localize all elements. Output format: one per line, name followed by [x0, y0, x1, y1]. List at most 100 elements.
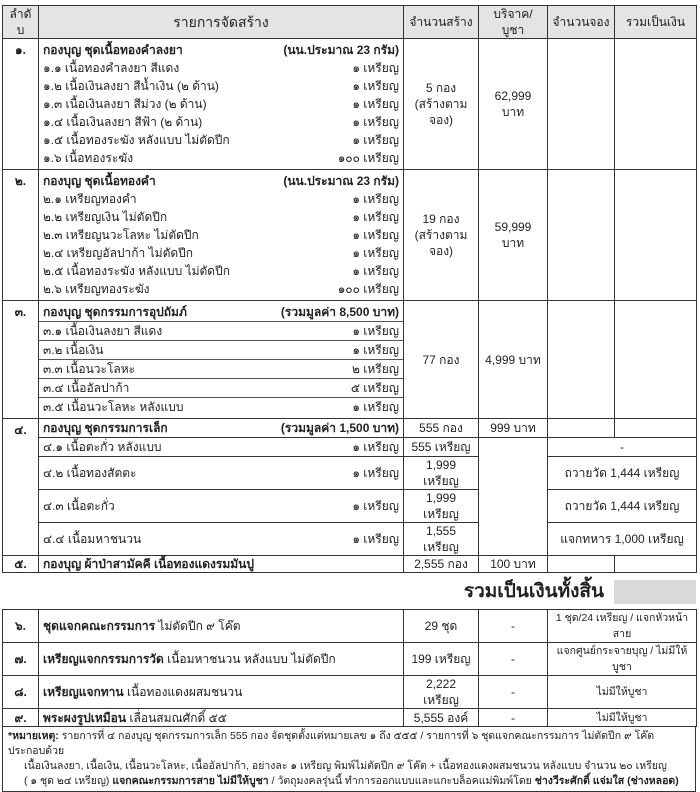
sub-row: ๔.๓ เนื้อตะกั่ว๑ เหรียญ 1,999 เหรียญ ถวา…	[3, 489, 697, 523]
total-cell[interactable]	[614, 38, 697, 170]
row-price: -	[478, 675, 548, 709]
header-reserved: จำนวนจอง	[547, 5, 615, 39]
header-item: รายการจัดสร้าง	[38, 5, 404, 39]
section-title: กองบุญ ชุดกรรมการอุปถัมภ์ (รวมมูลค่า 8,50…	[39, 303, 403, 322]
sub-item: ๒.๕ เนื้อทองระฆัง หลังแบบ ไม่ตัดปีก๑ เหร…	[43, 264, 399, 278]
extra-row: ๘. เหรียญแจกทาน เนื้อทองแดงผสมชนวน 2,222…	[2, 675, 697, 709]
section-no: ๒.	[2, 169, 39, 301]
main-table: ลำดับ รายการจัดสร้าง จำนวนสร้าง บริจาค/บ…	[2, 5, 697, 573]
row-note: 1 ชุด/24 เหรียญ / แจกหัวหน้าสาย	[547, 609, 697, 643]
built-count: 77 กอง	[403, 300, 479, 419]
section-no: ๔.	[2, 418, 39, 556]
section-no: ๓.	[2, 300, 39, 419]
title-text: กองบุญ ชุดกรรมการเล็ก	[43, 421, 168, 435]
footnote-line-1: *หมายเหตุ: รายการที่ ๔ กองบุญ ชุดกรรมการ…	[8, 730, 655, 757]
reserved-cell[interactable]	[547, 300, 615, 419]
section-title: กองบุญ ผ้าป่าสามัคคี เนื้อทองแดงรมมันปู	[38, 555, 404, 573]
footnote-line-2: เนื้อเงินลงยา, เนื้อเงิน, เนื้อนวะโลหะ, …	[24, 760, 667, 772]
header-price: บริจาค/บูชา	[478, 5, 548, 39]
title-note: (รวมมูลค่า 1,500 บาท)	[280, 421, 399, 435]
price: 59,999 บาท	[478, 169, 548, 301]
sub-item: ๑.๑ เนื้อทองคำลงยา สีแดง๑ เหรียญ	[43, 61, 399, 75]
section-items: กองบุญ ชุดเนื้อทองคำลงยา (นน.ประมาณ 23 กร…	[38, 38, 404, 170]
sub-item: ๓.๑ เนื้อเงินลงยา สีแดง๑ เหรียญ	[39, 322, 403, 341]
reserved-cell[interactable]	[547, 555, 615, 573]
built-count: 19 กอง (สร้างตามจอง)	[403, 169, 479, 301]
extra-row: ๗. เหรียญแจกกรรมการวัด เนื้อมหาชนวน หลัง…	[2, 642, 697, 676]
price: 62,999 บาท	[478, 38, 548, 170]
reserved-cell[interactable]	[547, 38, 615, 170]
total-cell[interactable]	[614, 169, 697, 301]
section-row: ๑. กองบุญ ชุดเนื้อทองคำลงยา (นน.ประมาณ 23…	[2, 38, 697, 170]
reserved-cell[interactable]	[547, 418, 615, 438]
document: ลำดับ รายการจัดสร้าง จำนวนสร้าง บริจาค/บ…	[2, 5, 697, 792]
sub-note: แจกทหาร 1,000 เหรียญ	[547, 522, 697, 556]
header-row: ลำดับ รายการจัดสร้าง จำนวนสร้าง บริจาค/บ…	[2, 5, 697, 39]
sub-price-empty	[478, 437, 548, 556]
sub-built: 555 เหรียญ	[403, 437, 479, 457]
sub-row: ๔.๔ เนื้อมหาชนวน๑ เหรียญ 1,555 เหรียญ แจ…	[3, 522, 697, 556]
sub-item: ๒.๑ เหรียญทองคำ๑ เหรียญ	[43, 192, 399, 206]
sub-item: ๑.๒ เนื้อเงินลงยา สีน้ำเงิน (๒ ด้าน) ๑ เห…	[43, 79, 399, 93]
sub-item: ๔.๓ เนื้อตะกั่ว๑ เหรียญ	[38, 489, 404, 523]
sub-item: ๔.๑ เนื้อตะกั่ว หลังแบบ๑ เหรียญ	[38, 437, 404, 457]
row-qty: 29 ชุด	[403, 609, 479, 643]
row-item: เหรียญแจกกรรมการวัด เนื้อมหาชนวน หลังแบบ…	[38, 642, 404, 676]
sub-row: ๔.๒ เนื้อทองสัตตะ๑ เหรียญ 1,999 เหรียญ ถ…	[3, 456, 697, 490]
sub-note: ถวายวัด 1,444 เหรียญ	[547, 489, 697, 523]
section-items: กองบุญ ชุดกรรมการอุปถัมภ์ (รวมมูลค่า 8,50…	[38, 300, 404, 419]
sub-built: 1,555 เหรียญ	[403, 522, 479, 556]
extra-row: ๙. พระผงรูปเหมือน เลื่อนสมณศักดิ์ ๕๕ 5,5…	[2, 708, 697, 727]
section-5-row: ๕. กองบุญ ผ้าป่าสามัคคี เนื้อทองแดงรมมัน…	[2, 555, 697, 573]
section-row: ๒. กองบุญ ชุดเนื้อทองคำ (นน.ประมาณ 23 กรั…	[2, 169, 697, 301]
row-note: แจกศูนย์กระจายบุญ / ไม่มีให้บูชา	[547, 642, 697, 676]
sub-row: ๔.๑ เนื้อตะกั่ว หลังแบบ๑ เหรียญ 555 เหรี…	[3, 437, 697, 556]
sub-item: ๑.๓ เนื้อเงินลงยา สีม่วง (๒ ด้าน) ๑ เหรีย…	[43, 97, 399, 111]
sub-item: ๓.๕ เนื้อนวะโลหะ หลังแบบ๑ เหรียญ	[43, 400, 399, 414]
reserved-cell[interactable]	[547, 169, 615, 301]
sub-item: ๓.๒ เนื้อเงิน๑ เหรียญ	[39, 341, 403, 360]
grand-total-row: รวมเป็นเงินทั้งสิ้น	[2, 579, 696, 605]
row-qty: 5,555 องค์	[403, 708, 479, 727]
section-title: กองบุญ ชุดเนื้อทองคำ (นน.ประมาณ 23 กรัม)	[43, 174, 399, 188]
sub-item: ๑.๖ เนื้อทองระฆัง ๑๐๐ เหรียญ	[43, 151, 399, 165]
total-cell[interactable]	[614, 418, 697, 438]
row-no: ๖.	[2, 609, 39, 643]
row-note: ไม่มีให้บูชา	[547, 675, 697, 709]
sub-item: ๒.๒ เหรียญเงิน ไม่ตัดปีก๑ เหรียญ	[43, 210, 399, 224]
footnote-line-3: ( ๑ ชุด ๒๔ เหรียญ) แจกคณะกรรมการสาย ไม่ม…	[24, 775, 679, 787]
sub-item: ๔.๔ เนื้อมหาชนวน๑ เหรียญ	[38, 522, 404, 556]
row-item: เหรียญแจกทาน เนื้อทองแดงผสมชนวน	[38, 675, 404, 709]
price: 999 บาท	[478, 418, 548, 438]
section-title: กองบุญ ชุดกรรมการเล็ก (รวมมูลค่า 1,500 บา…	[38, 418, 404, 438]
section-row: ๓. กองบุญ ชุดกรรมการอุปถัมภ์ (รวมมูลค่า 8…	[2, 300, 697, 419]
section-items: กองบุญ ชุดเนื้อทองคำ (นน.ประมาณ 23 กรัม) ๒…	[38, 169, 404, 301]
grand-total-label: รวมเป็นเงินทั้งสิ้น	[463, 581, 604, 602]
built-count: 555 กอง	[403, 418, 479, 438]
row-price: -	[478, 708, 548, 727]
total-cell[interactable]	[614, 300, 697, 419]
sub-item: ๔.๒ เนื้อทองสัตตะ๑ เหรียญ	[38, 456, 404, 490]
sub-built: 1,999 เหรียญ	[403, 456, 479, 490]
built-count: 5 กอง (สร้างตามจอง)	[403, 38, 479, 170]
section-title: กองบุญ ชุดเนื้อทองคำลงยา (นน.ประมาณ 23 กร…	[43, 43, 399, 57]
sub-item: ๒.๔ เหรียญอัลปาก้า ไม่ตัดปีก๑ เหรียญ	[43, 246, 399, 260]
row-item: ชุดแจกคณะกรรมการ ไม่ตัดปีก ๙ โค๊ต	[38, 609, 404, 643]
sub-item: ๒.๖ เหรียญทองระฆัง ๑๐๐ เหรียญ	[43, 282, 399, 296]
section-no: ๑.	[2, 38, 39, 170]
footnote: *หมายเหตุ: รายการที่ ๔ กองบุญ ชุดกรรมการ…	[2, 727, 696, 792]
total-cell[interactable]	[614, 555, 697, 573]
header-total: รวมเป็นเงิน	[614, 5, 697, 39]
row-note: ไม่มีให้บูชา	[547, 708, 697, 727]
row-qty: 2,222 เหรียญ	[403, 675, 479, 709]
row-no: ๗.	[2, 642, 39, 676]
sub-item: ๑.๔ เนื้อเงินลงยา สีฟ้า (๒ ด้าน) ๑ เหรียญ	[43, 115, 399, 129]
sub-item: ๓.๓ เนื้อนวะโลหะ๒ เหรียญ	[39, 360, 403, 379]
sub-item: ๓.๔ เนื้ออัลปาก้า๕ เหรียญ	[39, 379, 403, 398]
header-no: ลำดับ	[2, 5, 39, 39]
grand-total-box[interactable]	[614, 580, 696, 604]
price: 100 บาท	[478, 555, 548, 573]
row-item: พระผงรูปเหมือน เลื่อนสมณศักดิ์ ๕๕	[38, 708, 404, 727]
sub-note: ถวายวัด 1,444 เหรียญ	[547, 456, 697, 490]
price: 4,999 บาท	[478, 300, 548, 419]
